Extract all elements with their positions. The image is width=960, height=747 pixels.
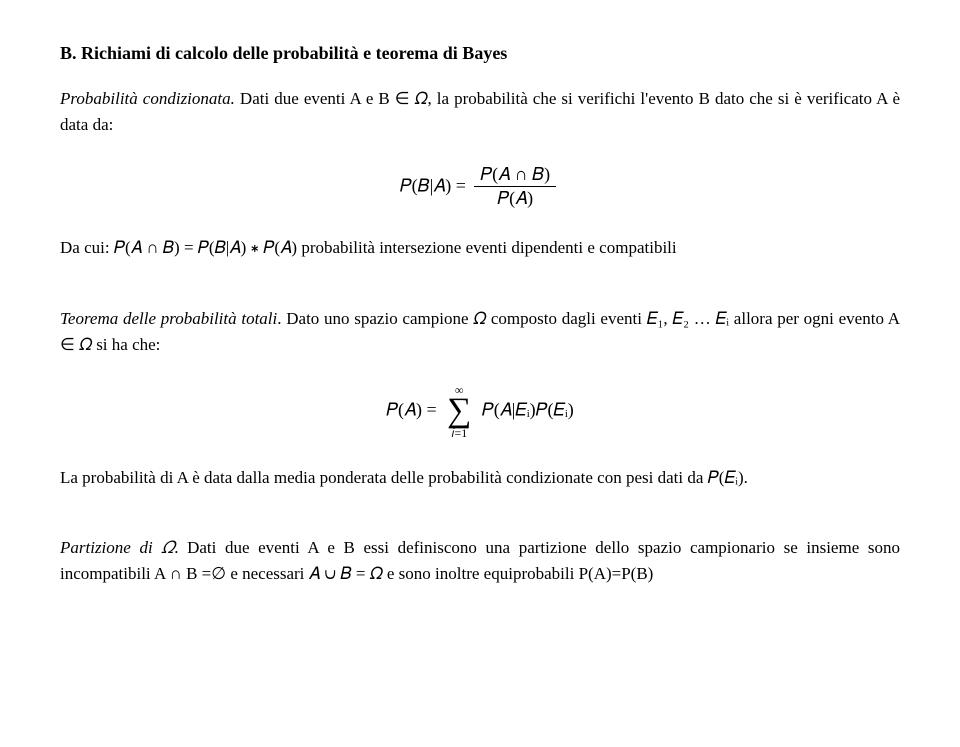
p2b-math: 𝑃(𝐴 ∩ 𝐵) = 𝑃(𝐵|𝐴) ∗ 𝑃(𝐴) <box>114 238 297 257</box>
sum-symbol: ∞ ∑ 𝑖=1 <box>447 384 471 439</box>
term-partition: Partizione di 𝛺 <box>60 538 174 557</box>
p2a: Da cui: <box>60 238 114 257</box>
p4a: La probabilità di A è data dalla media p… <box>60 468 708 487</box>
p5c: 𝐴 ∪ 𝐵 = 𝛺 <box>309 564 383 583</box>
term-total-prob: Teorema delle probabilità totali <box>60 309 277 328</box>
formula-conditional: 𝑃(𝐵|𝐴) = 𝑃(𝐴 ∩ 𝐵) 𝑃(𝐴) <box>60 165 900 210</box>
p3c: 𝛺 <box>473 309 486 328</box>
p5d: e sono inoltre equiprobabili P(A)=P(B) <box>383 564 654 583</box>
para-cond-prob: Probabilità condizionata. Dati due event… <box>60 86 900 139</box>
formula1-frac: 𝑃(𝐴 ∩ 𝐵) 𝑃(𝐴) <box>474 165 556 210</box>
p3g: 𝛺 <box>79 335 92 354</box>
p3d: composto dagli eventi <box>486 309 647 328</box>
sum-sigma: ∑ <box>447 396 471 427</box>
spacer1 <box>60 276 900 306</box>
p4b: 𝑃(𝐸ᵢ). <box>708 468 748 487</box>
term-conditional: Probabilità condizionata. <box>60 89 235 108</box>
formula2-rhs: 𝑃(𝐴|𝐸ᵢ)𝑃(𝐸ᵢ) <box>482 400 574 420</box>
spacer2 <box>60 505 900 535</box>
formula2-lhs: 𝑃(𝐴) = <box>386 400 441 420</box>
para-partition: Partizione di 𝛺. Dati due eventi A e B e… <box>60 535 900 588</box>
p3e: 𝐸₁, 𝐸₂ … 𝐸ᵢ <box>647 309 729 328</box>
para-intersection: Da cui: 𝑃(𝐴 ∩ 𝐵) = 𝑃(𝐵|𝐴) ∗ 𝑃(𝐴) probabi… <box>60 235 900 261</box>
p2c: probabilità intersezione eventi dipenden… <box>297 238 677 257</box>
para-weighted-mean: La probabilità di A è data dalla media p… <box>60 465 900 491</box>
formula1-num: 𝑃(𝐴 ∩ 𝐵) <box>474 165 556 188</box>
formula-total-prob: 𝑃(𝐴) = ∞ ∑ 𝑖=1 𝑃(𝐴|𝐸ᵢ)𝑃(𝐸ᵢ) <box>60 384 900 439</box>
para-total-prob: Teorema delle probabilità totali. Dato u… <box>60 306 900 359</box>
p3b: . Dato uno spazio campione <box>277 309 473 328</box>
section-title: B. Richiami di calcolo delle probabilità… <box>60 40 900 68</box>
formula1-den: 𝑃(𝐴) <box>474 187 556 209</box>
formula1-lhs: 𝑃(𝐵|𝐴) = <box>400 175 471 195</box>
p3h: si ha che: <box>92 335 160 354</box>
